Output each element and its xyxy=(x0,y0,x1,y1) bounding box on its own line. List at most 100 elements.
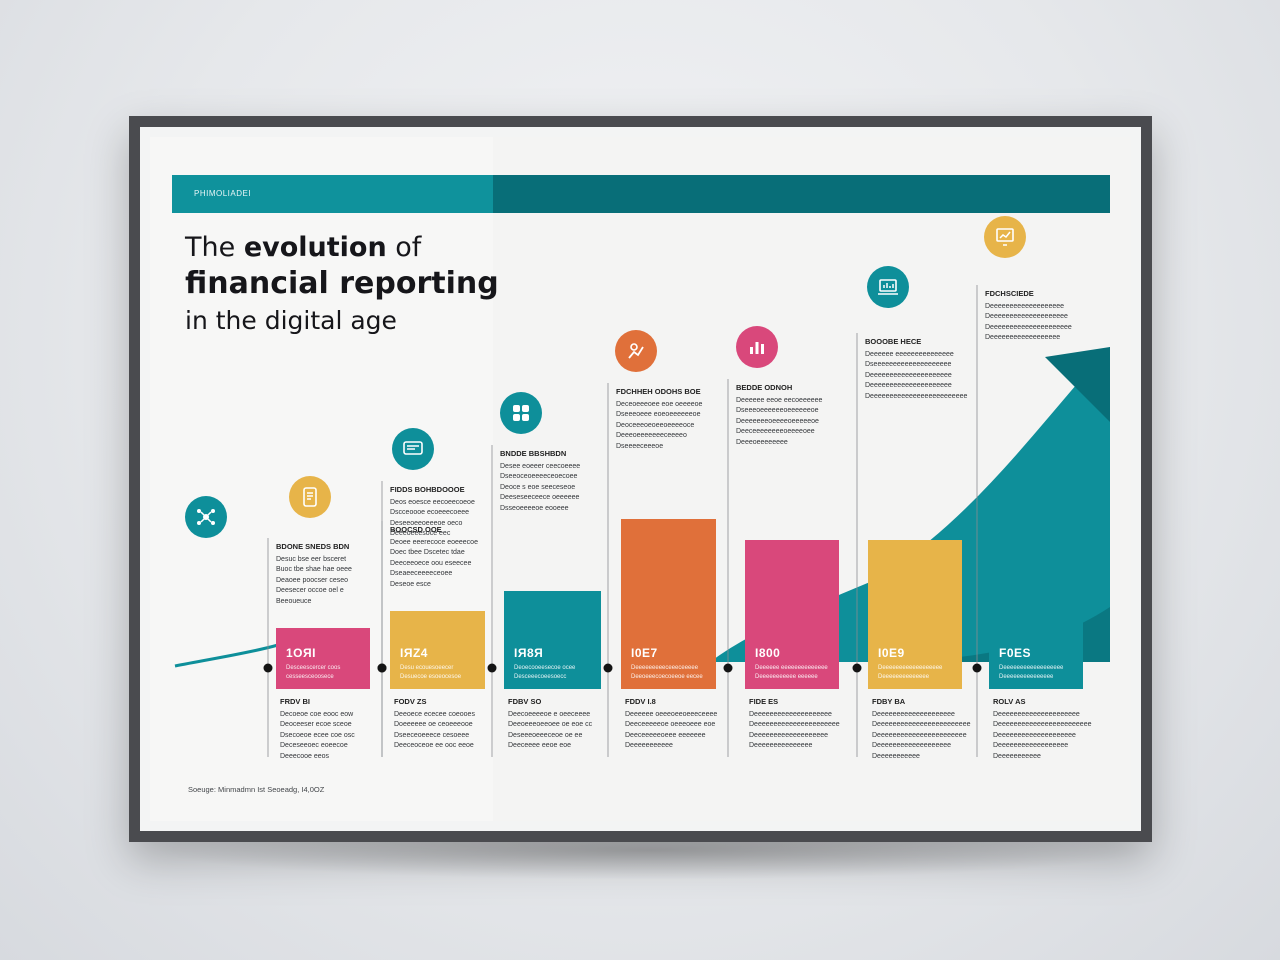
milestone-upper-heading: BDONE SNEDS BDN xyxy=(276,542,350,551)
milestone-bar xyxy=(276,628,370,689)
milestone-upper-line: Deoee eeerecoce eoeeecoe xyxy=(390,538,478,546)
poster: PHIMOLIADEI The evolution of financial r… xyxy=(150,137,1131,821)
page-title: The evolution of financial reporting in … xyxy=(185,232,499,335)
milestone-upper-text: FIDDS BOHBDOOOE Deos eoesce eecoeecoeoe Ds… xyxy=(390,485,500,540)
milestone-upper-line: Deeeoeeeeeeee xyxy=(736,438,788,446)
milestone-year: I0E9 xyxy=(878,646,905,660)
milestone-upper-heading: BOOOBE HECE xyxy=(865,337,922,346)
milestone-lower-heading: FRDV BI xyxy=(280,697,310,706)
milestone-lower-heading: ROLV AS xyxy=(993,697,1026,706)
milestone-upper-line: Deeceeeeeeeeoeeeeoee xyxy=(736,428,815,435)
milestone-upper-line: Deeeeeeeeeeeeeeeeeeeeeeeee xyxy=(865,392,968,400)
header-band-label: PHIMOLIADEI xyxy=(194,189,252,198)
milestone-upper-line: Deeeeeeeeeeeeeeeeeeeee xyxy=(865,371,952,379)
milestone-upper-line: Deos eoesce eecoeecoeoe xyxy=(390,498,475,506)
timeline-dot xyxy=(972,663,982,673)
milestone-upper-line: Dseeoceoeeeeceoecoee xyxy=(500,473,578,480)
timeline-dot xyxy=(377,663,387,673)
timeline-trend-line xyxy=(174,643,279,668)
milestone-bar xyxy=(989,517,1083,689)
milestone-lower-text: FDBV SO Deecoeeeeoe e oeeceeee Deeoeeeoeeo… xyxy=(508,697,619,752)
milestone-bar xyxy=(504,591,601,689)
milestone-bar-caption: Deeeeee eeeeeeeeeeeeee Deeeeeeeeeee eeeee… xyxy=(755,665,828,680)
milestone-upper-line: Dseaeeceeeeceoee xyxy=(390,570,453,577)
milestone-lower-heading: FDBY BA xyxy=(872,697,906,706)
milestone-upper-heading: FDCHHEH ODOHS BOE xyxy=(616,387,701,396)
milestone-year: I0E7 xyxy=(631,646,658,660)
milestone-bar xyxy=(621,519,716,689)
milestone-upper-line: Deeeeeeeeeeeeeeeeeee xyxy=(985,302,1065,310)
milestone-bar-caption: Desu ecouesoeecer Desuecoe esoeocesoe xyxy=(400,665,462,680)
milestone-upper-line: Dscceoooe ecoeeecoeee xyxy=(390,509,470,516)
milestone-upper-line: Deeeeeeeeeeeeeeeeeeee xyxy=(985,313,1068,320)
growth-icon xyxy=(615,330,657,372)
timeline-dot xyxy=(723,663,733,673)
milestone-lower-heading: FIDE ES xyxy=(749,697,779,706)
milestone-upper-line: Deseeoeeoeeeoe oeco xyxy=(390,519,463,527)
milestone-upper-line: Deoce s eoe seeceseoe xyxy=(500,483,576,491)
milestone-upper-line: Deeeeee eeeeeeeeeeeeeee xyxy=(865,350,954,358)
growth-arrow-head xyxy=(1045,347,1110,422)
milestone-upper-heading: FDCHSCIEDE xyxy=(985,289,1034,298)
milestone-lower-text: FDDV I.8 Deeeeee oeeeoeeoeeeceeee Deeceeee… xyxy=(625,697,734,752)
chat-icon xyxy=(392,428,434,470)
milestone-bar-caption: Desceescercer coos cesseesceoosece xyxy=(286,665,341,680)
milestone-upper-heading: BNDDE BBSHBDN xyxy=(500,449,567,458)
milestone-bar-caption: Deeeeeeeeeceeeceeeee Deeoeeecoecoeeoe eec… xyxy=(631,665,703,680)
timeline-dot xyxy=(852,663,862,673)
milestone-year: 1OЯI xyxy=(286,646,316,660)
milestone-upper-line: Dseeeeeeeeeeeeeeeeeeee xyxy=(865,361,952,368)
milestone-lower-text: FRDV BI Decoeoe coe eooc eow Deoceeser eco… xyxy=(280,697,388,762)
timeline-dot xyxy=(487,663,497,673)
milestone-upper-line: Desee eoeeer ceecoeeee xyxy=(500,462,581,470)
milestone-upper-line: Deaoee poocser ceseo xyxy=(276,576,348,584)
milestone-upper-line: Dsseoeeeeoe eooeee xyxy=(500,504,569,512)
milestone-bar xyxy=(390,611,485,689)
milestone-upper-line: Doec tbee Dscetec tdae xyxy=(390,549,465,556)
milestone-upper-line: Deeeeeeeoeeeeoeeeeeoe xyxy=(736,417,819,425)
milestone-lower-text: ROLV AS Deeeeeeeeeeeeeeeeeeeee Deeeeeeeeee… xyxy=(993,697,1101,762)
milestone-upper-text: BNDDE BBSHBDN Desee eoeeer ceecoeeee Dseeo… xyxy=(500,449,610,514)
monitor-chart-icon xyxy=(984,216,1026,258)
milestone-upper-text: BOOCSD OOE Deoee eeerecoce eoeeecoe Doec t… xyxy=(390,525,500,590)
milestone-upper-heading: BEDDE ODNOH xyxy=(736,383,793,392)
milestone-upper-line: Deeceeoece oou eseecee xyxy=(390,559,472,567)
milestone-bar-caption: Deeeeeeeeeeeeeeeeee Deeeeeeeeeeeeee xyxy=(878,665,943,680)
milestone-year: IЯZ4 xyxy=(400,646,428,660)
bars-icon xyxy=(736,326,778,368)
milestone-upper-line: Dseeeoeeeeeeoeeeeeeoe xyxy=(736,407,819,414)
milestone-lower-heading: FDBV SO xyxy=(508,697,542,706)
timeline-chart xyxy=(174,285,1110,757)
milestone-lower-heading: FDDV I.8 xyxy=(625,697,656,706)
milestone-upper-heading: FIDDS BOHBDOOOE xyxy=(390,485,465,494)
milestone-upper-line: Dseeeoeee eoeoeeeeeeoe xyxy=(616,411,701,418)
milestone-upper-line: Deoceeeoeoeeoeeeeoce xyxy=(616,421,695,429)
milestone-upper-text: BEDDE ODNOH Deeeeee eeoe eecoeeeeee Dseeeo… xyxy=(736,383,846,448)
milestone-upper-line: Deesecer occoe oel e xyxy=(276,587,344,594)
timeline-dot xyxy=(603,663,613,673)
milestone-bar-caption: Deeeeeeeeeeeeeeeeee Deeeeeeeeeeeeeee xyxy=(999,665,1064,680)
header-band: PHIMOLIADEI xyxy=(172,175,1110,213)
timeline-dot xyxy=(263,663,273,673)
header-band-accent xyxy=(172,175,493,213)
milestone-upper-line: Deeeeeeeeeeeeeeeeee xyxy=(985,334,1061,341)
milestone-upper-line: Deeeoeeeeeeeceeeeo xyxy=(616,432,687,439)
milestone-bar xyxy=(868,540,962,689)
milestone-year: IЯ8Я xyxy=(514,646,544,660)
milestone-upper-text: FDCHSCIEDE Deeeeeeeeeeeeeeeeeee Deeeeeeeee… xyxy=(985,289,1095,344)
milestone-upper-heading: BOOCSD OOE xyxy=(390,525,442,534)
milestone-lower-text: FIDE ES Deeeeeeeeeeeeeeeeeeee Deeeeeeeeeee… xyxy=(749,697,857,752)
milestone-year: F0ES xyxy=(999,646,1032,660)
milestone-upper-line: Deceoeeeoee eoe oeeeeoe xyxy=(616,400,703,408)
source-note: Soeuge: Minmadmn Ist Seoeadg, I4,0OZ xyxy=(188,785,325,794)
poster-frame: PHIMOLIADEI The evolution of financial r… xyxy=(129,116,1152,842)
milestone-lower-text: FODV ZS Deeoece ececee coeooes Doeeeeee oe… xyxy=(394,697,503,752)
milestone-upper-line: Deeeeeeeeeeeeeeeeeeeee xyxy=(985,323,1072,331)
milestone-bar-caption: Deoecooeesecoe ocee Desceeecoeesoecc xyxy=(514,665,576,680)
milestone-upper-line: Dseeeeceeeoe xyxy=(616,442,664,450)
milestone-upper-line: Deeeeee eeoe eecoeeeeee xyxy=(736,396,823,404)
milestone-lower-heading: FODV ZS xyxy=(394,697,427,706)
laptop-chart-icon xyxy=(867,266,909,308)
milestone-upper-line: Desuc bse eer bsceret xyxy=(276,555,347,563)
milestone-upper-line: Deeseseeceece oeeeeee xyxy=(500,494,580,501)
